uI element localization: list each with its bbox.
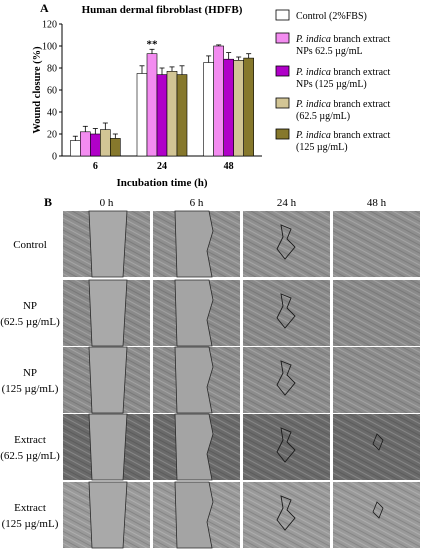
wound-gap bbox=[88, 279, 128, 347]
y-tick-label: 100 bbox=[42, 42, 57, 53]
condition-row-label: (62.5 µg/mL) bbox=[0, 316, 60, 328]
wound-gap bbox=[174, 413, 214, 481]
bar bbox=[213, 45, 224, 157]
cell-texture bbox=[243, 482, 330, 548]
bar bbox=[233, 59, 244, 157]
wound-gap bbox=[174, 279, 214, 347]
time-column-label: 24 h bbox=[277, 197, 297, 209]
x-axis-label: Incubation time (h) bbox=[116, 177, 207, 189]
wound-gap bbox=[174, 481, 214, 549]
condition-row-label: NP bbox=[23, 367, 37, 379]
wound-outline bbox=[276, 224, 296, 260]
bar bbox=[223, 58, 234, 157]
time-column-label: 0 h bbox=[100, 197, 114, 209]
legend-swatch bbox=[275, 128, 290, 140]
y-tick-label: 20 bbox=[47, 130, 57, 141]
y-tick-label: 80 bbox=[47, 64, 57, 75]
cell-texture bbox=[333, 347, 420, 413]
condition-row-label: Control bbox=[13, 239, 47, 251]
x-tick-label: 24 bbox=[157, 161, 167, 172]
bar bbox=[156, 74, 168, 157]
condition-row-label: (125 µg/mL) bbox=[2, 383, 59, 395]
wound-gap bbox=[88, 413, 128, 481]
time-column-label: 6 h bbox=[190, 197, 204, 209]
cell-texture bbox=[333, 280, 420, 346]
x-tick-label: 48 bbox=[224, 161, 234, 172]
bar-chart: 0 20 40 60 80 100 120 6 24 48 ** bbox=[42, 20, 262, 172]
bar bbox=[90, 133, 101, 157]
panel-a-label: A bbox=[40, 1, 49, 15]
condition-row-label: (62.5 µg/mL) bbox=[0, 450, 60, 462]
wound-gap bbox=[174, 210, 214, 278]
cell-texture bbox=[243, 347, 330, 413]
wound-outline bbox=[372, 433, 384, 451]
legend-swatch bbox=[275, 9, 290, 21]
significance-mark: ** bbox=[147, 38, 159, 50]
legend-label: NPs 62.5 µg/mL bbox=[296, 46, 363, 57]
bar bbox=[243, 57, 254, 157]
condition-row-label: NP bbox=[23, 300, 37, 312]
wound-outline bbox=[276, 360, 296, 396]
bar bbox=[166, 71, 178, 157]
wound-outline bbox=[276, 293, 296, 329]
bar bbox=[203, 62, 214, 157]
bar bbox=[110, 138, 121, 157]
wound-gap bbox=[174, 346, 214, 414]
legend-label: Control (2%FBS) bbox=[296, 11, 367, 22]
legend-label: (62.5 µg/mL) bbox=[296, 111, 350, 122]
chart-title: Human dermal fibroblast (HDFB) bbox=[82, 4, 243, 16]
cell-texture bbox=[243, 211, 330, 277]
bar bbox=[136, 73, 148, 157]
bar bbox=[100, 129, 111, 157]
y-tick-label: 60 bbox=[47, 86, 57, 97]
wound-outline bbox=[372, 501, 384, 519]
condition-row-label: Extract bbox=[14, 434, 46, 446]
cell-texture bbox=[243, 280, 330, 346]
legend-label: P. indica branch extract bbox=[295, 99, 390, 110]
wound-outline bbox=[276, 427, 296, 463]
y-axis-label: Wound closure (%) bbox=[32, 46, 43, 134]
y-tick-label: 120 bbox=[42, 20, 57, 31]
cell-texture bbox=[243, 414, 330, 480]
micrograph-grid: 0 h 6 h 24 h 48 h Control NP (62.5 µg/mL) NP (12… bbox=[0, 197, 420, 549]
wound-gap bbox=[88, 346, 128, 414]
legend-label: P. indica branch extract bbox=[295, 34, 390, 45]
x-tick-label: 6 bbox=[93, 161, 98, 172]
legend-label: P. indica branch extract bbox=[295, 130, 390, 141]
legend-label: NPs (125 µg/mL) bbox=[296, 79, 367, 90]
y-tick-label: 40 bbox=[47, 108, 57, 119]
bar bbox=[176, 74, 188, 157]
legend-swatch bbox=[275, 32, 290, 44]
legend-swatch bbox=[275, 65, 290, 77]
bar bbox=[80, 131, 91, 157]
y-tick-label: 0 bbox=[52, 152, 57, 163]
condition-row-label: Extract bbox=[14, 502, 46, 514]
time-column-label: 48 h bbox=[367, 197, 387, 209]
cell-texture bbox=[333, 211, 420, 277]
condition-row-label: (125 µg/mL) bbox=[2, 518, 59, 530]
legend-swatch bbox=[275, 97, 290, 109]
wound-outline bbox=[276, 495, 296, 531]
wound-gap bbox=[88, 210, 128, 278]
bar bbox=[70, 140, 81, 157]
legend: Control (2%FBS)P. indica branch extractN… bbox=[275, 9, 390, 153]
legend-label: P. indica branch extract bbox=[295, 67, 390, 78]
legend-label: (125 µg/mL) bbox=[296, 142, 348, 153]
bar bbox=[146, 53, 158, 157]
wound-gap bbox=[88, 481, 128, 549]
panel-b-label: B bbox=[44, 195, 52, 209]
